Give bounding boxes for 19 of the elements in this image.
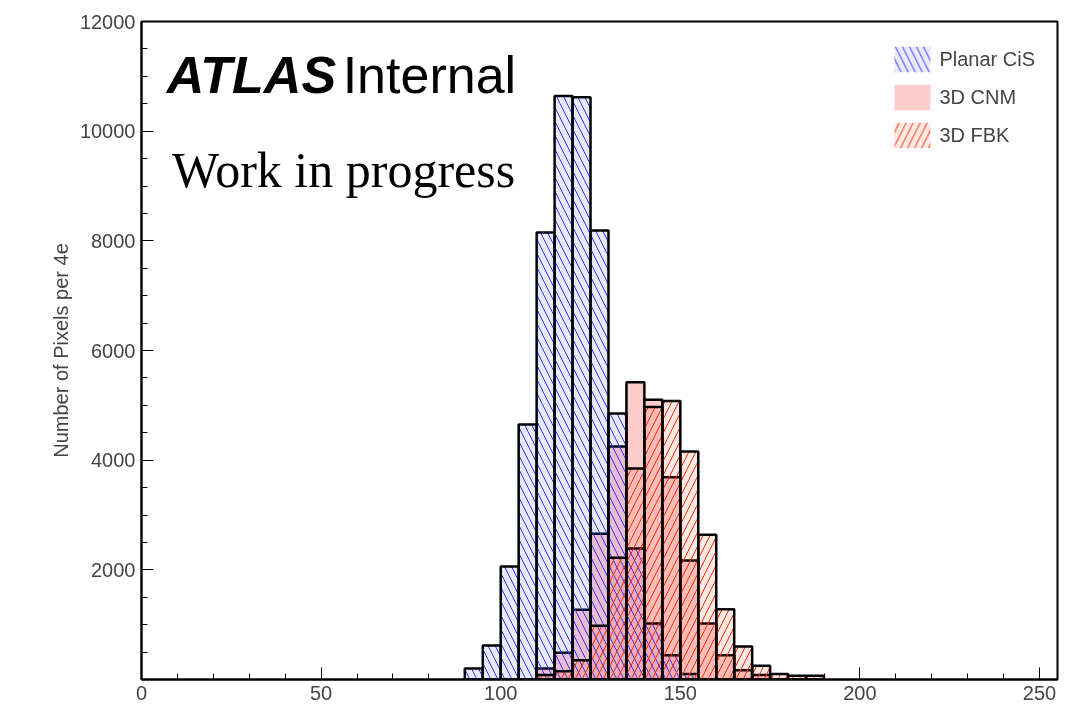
x-tick-label: 150 bbox=[663, 681, 698, 704]
legend-label: 3D FBK bbox=[939, 123, 1010, 147]
x-tick-label: 100 bbox=[484, 681, 518, 704]
annotation: ATLAS bbox=[164, 45, 337, 104]
x-tick-label: 250 bbox=[1022, 681, 1057, 704]
y-tick-label: 4000 bbox=[91, 449, 136, 472]
x-tick-label: 200 bbox=[843, 681, 877, 704]
y-tick-label: 2000 bbox=[91, 558, 136, 581]
x-tick-label: 0 bbox=[135, 681, 148, 704]
legend-label: Planar CiS bbox=[939, 47, 1035, 71]
y-tick-label: 6000 bbox=[91, 339, 136, 362]
legend-label: 3D CNM bbox=[939, 85, 1017, 109]
x-tick-label: 50 bbox=[309, 681, 333, 704]
annotation: Internal bbox=[342, 45, 517, 104]
y-axis-title: Number of Pixels per 4e bbox=[49, 243, 72, 458]
y-tick-label: 12000 bbox=[79, 10, 136, 33]
y-tick-label: 10000 bbox=[79, 120, 136, 143]
annotation: Work in progress bbox=[172, 141, 516, 198]
y-tick-label: 8000 bbox=[91, 229, 136, 252]
